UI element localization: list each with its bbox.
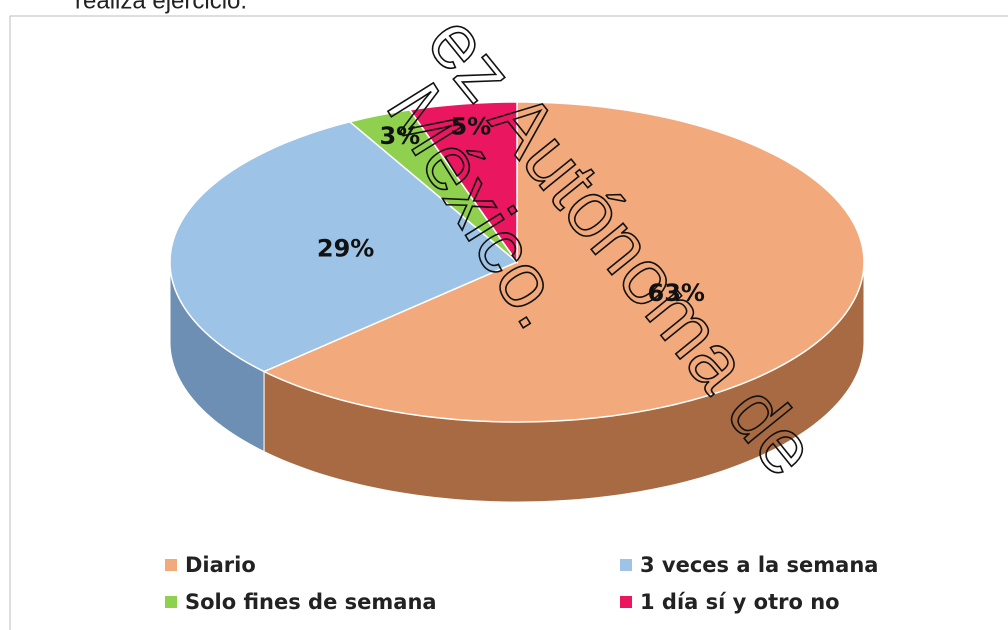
slice xyxy=(169,120,519,373)
data-label: 63% xyxy=(648,279,705,307)
slice xyxy=(262,101,865,423)
data-labels: 63% 29% 3% 5% xyxy=(317,113,705,307)
slice xyxy=(408,101,518,265)
chart-frame xyxy=(9,15,1008,630)
legend-label: 3 veces a la semana xyxy=(640,553,878,577)
legend-swatch xyxy=(165,596,177,608)
legend-label: 1 día sí y otro no xyxy=(640,590,840,614)
data-label: 5% xyxy=(450,113,491,141)
legend-label: Solo fines de semana xyxy=(185,590,437,614)
legend-swatch xyxy=(620,559,632,571)
data-label: 3% xyxy=(379,122,420,150)
caption: realiza ejercicio. xyxy=(75,0,247,14)
legend-swatch xyxy=(165,559,177,571)
pie xyxy=(169,101,865,503)
legend: Diario 3 veces a la semana Solo fines de s… xyxy=(165,553,878,614)
legend-label: Diario xyxy=(185,553,256,577)
legend-swatch xyxy=(620,596,632,608)
slice xyxy=(348,109,518,263)
data-label: 29% xyxy=(317,234,374,262)
